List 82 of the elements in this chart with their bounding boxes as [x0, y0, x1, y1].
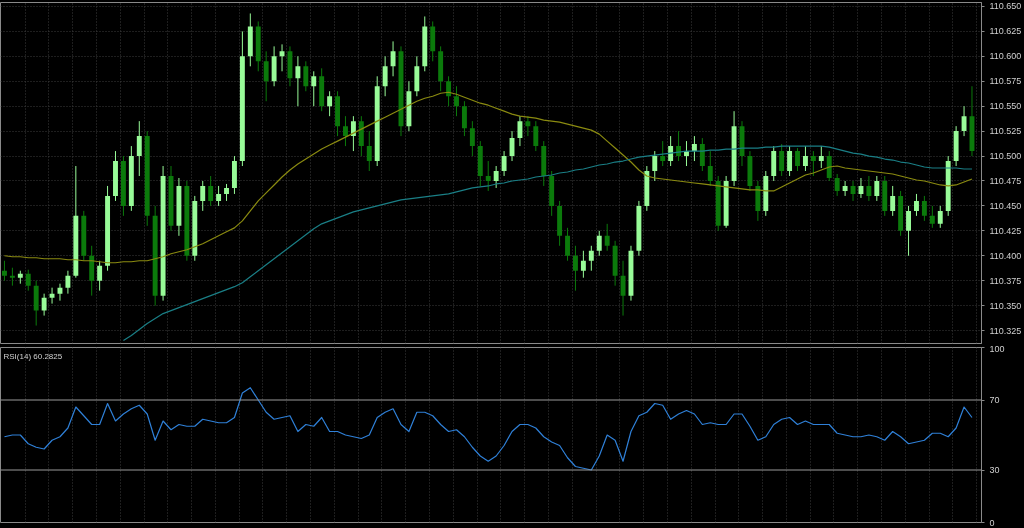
candlestick: [65, 270, 71, 295]
candlestick: [604, 223, 610, 252]
candlestick: [469, 120, 475, 157]
candlestick: [795, 147, 800, 172]
candlestick: [263, 50, 269, 102]
candlestick: [787, 145, 793, 177]
candlestick: [890, 185, 896, 217]
y-tick-label: 110.625: [989, 26, 1022, 37]
candlestick: [699, 137, 705, 172]
candlestick: [620, 260, 626, 317]
candlestick: [446, 75, 452, 107]
candlestick: [25, 269, 31, 292]
candlestick: [668, 135, 674, 167]
y-tick-label: 110.525: [989, 126, 1022, 137]
candlestick: [565, 227, 570, 262]
candlestick: [779, 143, 785, 177]
y-tick-label: 110.450: [989, 200, 1022, 211]
candlestick: [660, 140, 666, 167]
candlestick: [707, 150, 713, 187]
candlestick: [136, 120, 142, 177]
candlestick: [810, 150, 816, 177]
text: RSI(14) 60.2825: [3, 351, 63, 361]
candlestick: [200, 180, 206, 212]
y-tick-label: 110.400: [989, 250, 1022, 261]
candlestick: [311, 70, 317, 107]
line-series: [3, 387, 973, 471]
candlestick: [49, 287, 55, 305]
y-tick-label: 110.350: [989, 300, 1022, 311]
y-tick-label: 110.575: [989, 76, 1022, 87]
candlestick: [485, 160, 491, 192]
line-series: [122, 145, 973, 342]
candlestick: [906, 205, 911, 257]
candlestick: [588, 245, 594, 272]
y-tick-label: 110.475: [989, 175, 1022, 186]
candlestick: [493, 165, 499, 189]
candlestick: [295, 55, 301, 107]
candlestick: [382, 55, 388, 97]
candlestick: [596, 230, 602, 257]
candlestick: [390, 40, 396, 77]
candlestick: [41, 293, 47, 317]
candlestick: [97, 260, 103, 292]
candlestick: [2, 260, 7, 282]
candlestick: [826, 150, 832, 182]
candlestick: [652, 150, 658, 182]
candlestick: [327, 90, 333, 117]
candlestick: [866, 175, 872, 202]
candlestick: [573, 245, 578, 292]
candlestick: [580, 250, 586, 279]
candlestick: [208, 175, 214, 207]
candlestick: [834, 173, 840, 197]
y-tick-label: 0: [989, 517, 995, 528]
candlestick: [533, 120, 539, 152]
candlestick: [454, 85, 459, 117]
y-tick-label: 110.600: [989, 51, 1022, 62]
candlestick: [303, 60, 309, 92]
y-tick-label: 110.375: [989, 275, 1022, 286]
candlestick: [818, 145, 824, 169]
candlestick: [343, 115, 348, 147]
candlestick: [802, 145, 808, 172]
y-tick-label: 110.650: [989, 1, 1022, 12]
candlestick: [929, 205, 935, 229]
candlestick: [874, 175, 880, 202]
y-tick-label: 100: [989, 343, 1005, 354]
candlestick: [525, 115, 531, 137]
y-tick-label: 110.500: [989, 151, 1022, 162]
y-tick-label: 30: [989, 465, 1000, 475]
y-tick-label: 110.425: [989, 225, 1022, 236]
candlestick: [216, 185, 222, 207]
candlestick: [501, 150, 507, 177]
candlestick: [921, 195, 927, 222]
y-tick-label: 110.325: [989, 325, 1022, 336]
candlestick: [517, 115, 523, 147]
candlestick: [961, 105, 967, 137]
candlestick: [350, 115, 356, 152]
candlestick: [366, 130, 372, 172]
candlestick: [842, 180, 848, 197]
candlestick: [461, 100, 467, 137]
y-tick-label: 70: [989, 395, 1000, 405]
candlestick: [858, 177, 864, 199]
y-tick-label: 110.550: [989, 101, 1022, 112]
candlestick: [914, 193, 919, 217]
candlestick: [937, 205, 943, 229]
